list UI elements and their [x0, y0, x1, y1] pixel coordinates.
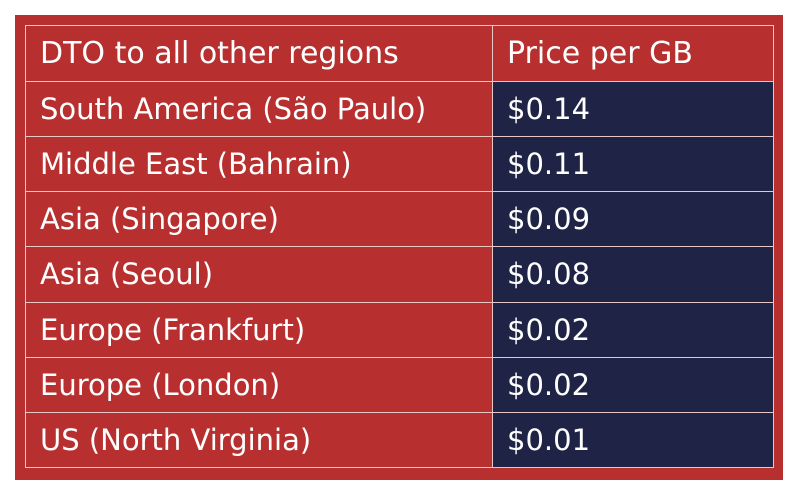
region-cell: Middle East (Bahrain) [25, 136, 493, 193]
price-cell: $0.02 [492, 356, 774, 413]
pricing-table: DTO to all other regions Price per GB So… [25, 25, 774, 469]
region-cell: Europe (London) [25, 356, 493, 413]
price-cell: $0.11 [492, 136, 774, 193]
region-cell: Europe (Frankfurt) [25, 301, 493, 358]
table-row: South America (São Paulo) $0.14 [25, 80, 774, 138]
table-row: Asia (Seoul) $0.08 [25, 246, 774, 303]
header-row: DTO to all other regions Price per GB [25, 25, 774, 82]
region-cell: US (North Virginia) [25, 411, 493, 469]
table-row: Europe (Frankfurt) $0.02 [25, 301, 774, 358]
table-row: Asia (Singapore) $0.09 [25, 191, 774, 248]
region-cell: Asia (Singapore) [25, 191, 493, 248]
header-price: Price per GB [492, 25, 774, 82]
price-cell: $0.14 [492, 80, 774, 138]
table-row: Middle East (Bahrain) $0.11 [25, 136, 774, 193]
region-cell: Asia (Seoul) [25, 246, 493, 303]
price-cell: $0.02 [492, 301, 774, 358]
pricing-table-frame: DTO to all other regions Price per GB So… [15, 15, 783, 480]
region-cell: South America (São Paulo) [25, 80, 493, 138]
price-cell: $0.09 [492, 191, 774, 248]
price-cell: $0.08 [492, 246, 774, 303]
header-region: DTO to all other regions [25, 25, 493, 82]
table-row: Europe (London) $0.02 [25, 356, 774, 413]
price-cell: $0.01 [492, 411, 774, 469]
table-row: US (North Virginia) $0.01 [25, 411, 774, 469]
